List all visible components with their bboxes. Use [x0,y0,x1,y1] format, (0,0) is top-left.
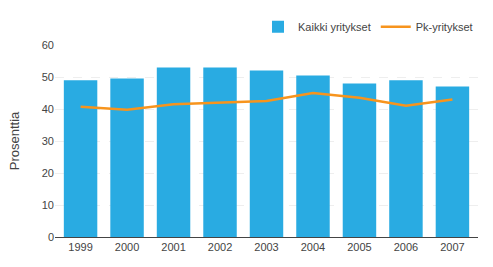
svg-text:2002: 2002 [208,241,232,253]
svg-text:2003: 2003 [254,241,278,253]
svg-text:2006: 2006 [394,241,418,253]
svg-text:2000: 2000 [115,241,139,253]
svg-text:2001: 2001 [161,241,185,253]
svg-text:2005: 2005 [347,241,371,253]
svg-text:2004: 2004 [301,241,325,253]
svg-text:40: 40 [42,103,54,115]
svg-text:Kaikki yritykset: Kaikki yritykset [298,21,371,33]
svg-text:1999: 1999 [68,241,92,253]
svg-text:Pk-yritykset: Pk-yritykset [416,21,473,33]
svg-text:2007: 2007 [440,241,464,253]
svg-text:0: 0 [48,231,54,243]
svg-text:50: 50 [42,71,54,83]
svg-text:20: 20 [42,167,54,179]
svg-text:Prosenttia: Prosenttia [7,111,22,170]
svg-text:30: 30 [42,135,54,147]
svg-text:60: 60 [42,39,54,51]
svg-text:10: 10 [42,199,54,211]
